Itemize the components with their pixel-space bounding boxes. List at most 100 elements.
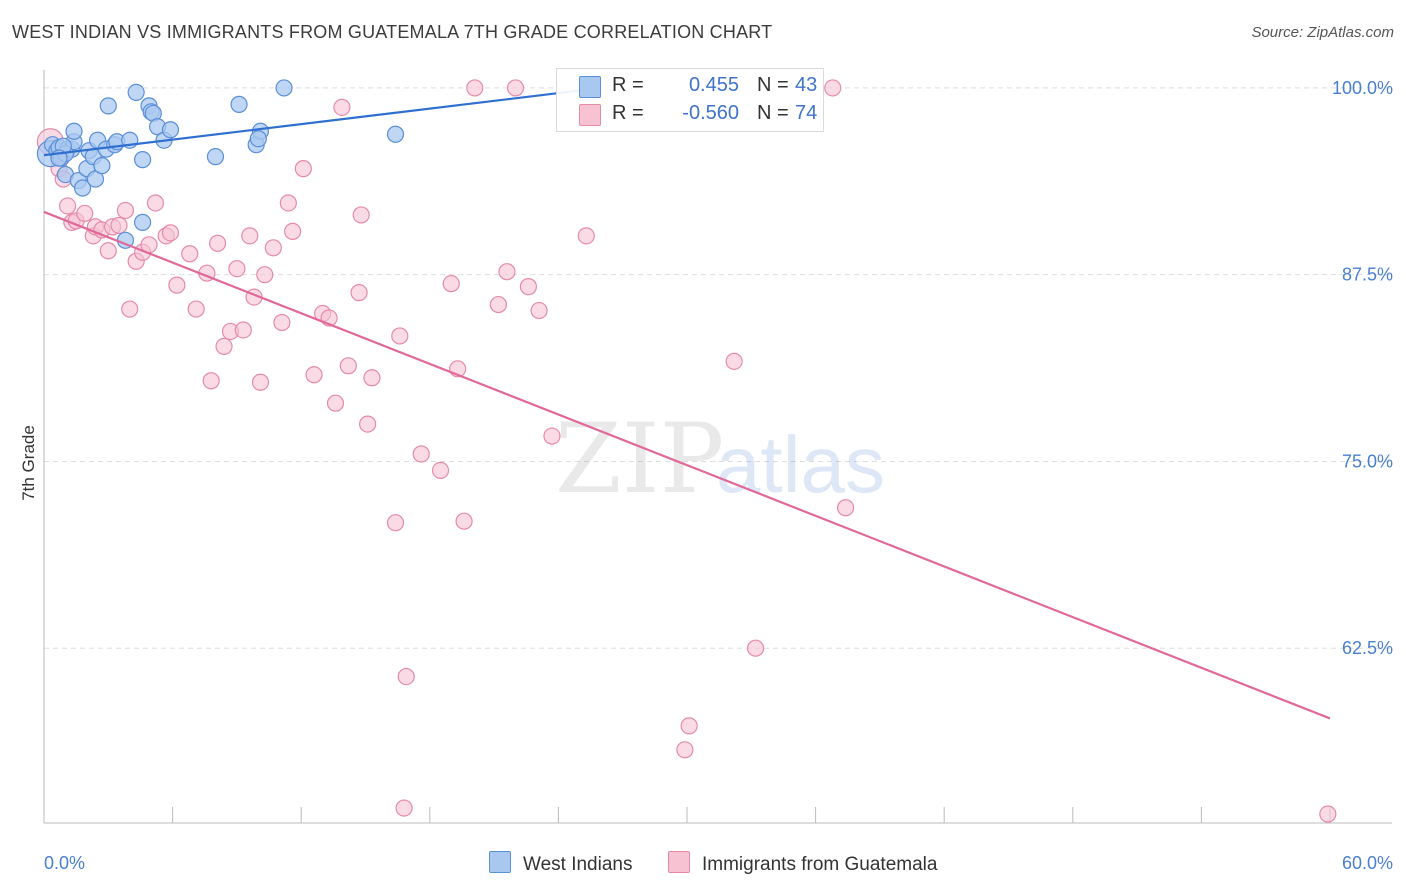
bottom-legend-guatemala: Immigrants from Guatemala xyxy=(668,851,937,876)
west-indian-point xyxy=(65,122,83,140)
bottom-legend-label: Immigrants from Guatemala xyxy=(702,854,938,875)
bottom-legend-west-indians: West Indians xyxy=(489,851,632,876)
guatemala-point xyxy=(241,227,259,245)
y-tick-label: 87.5% xyxy=(1342,265,1393,285)
tick-labels: 100.0% 87.5% 75.0% 62.5% 0.0% 60.0% xyxy=(44,78,1393,873)
legend-n-value: 74 xyxy=(795,102,818,124)
guatemala-point xyxy=(273,313,291,332)
guatemala-point xyxy=(352,206,370,224)
legend-r-value: -0.560 xyxy=(682,102,739,124)
guatemala-point xyxy=(279,194,297,212)
legend-r-label: R = xyxy=(612,74,644,96)
guatemala-point xyxy=(519,278,537,296)
guatemala-point xyxy=(431,461,450,480)
guatemala-point xyxy=(110,216,128,234)
guatemala-point xyxy=(187,300,205,318)
guatemala-point xyxy=(215,337,233,355)
guatemala-point xyxy=(543,427,561,445)
west-indian-point xyxy=(133,151,152,169)
guatemala-point xyxy=(202,372,220,390)
guatemala-point xyxy=(181,245,199,263)
watermark-zip: ZIP xyxy=(555,403,724,515)
bottom-legend-swatch-pink xyxy=(668,851,690,873)
guatemala-point xyxy=(58,197,77,215)
guatemala-point xyxy=(168,276,186,294)
west-indian-point xyxy=(275,79,293,97)
guatemala-point xyxy=(228,260,246,278)
y-tick-label: 100.0% xyxy=(1332,78,1393,98)
chart-title: WEST INDIAN VS IMMIGRANTS FROM GUATEMALA… xyxy=(12,22,773,42)
west-indian-point xyxy=(206,148,225,166)
west-indian-point xyxy=(99,97,117,115)
guatemala-point xyxy=(359,415,377,433)
legend-n-label: N = xyxy=(757,102,789,124)
legend-r-label: R = xyxy=(612,102,644,124)
trend-lines xyxy=(43,86,1331,720)
axes xyxy=(43,70,1392,824)
guatemala-point xyxy=(498,263,516,281)
guatemala-point xyxy=(506,79,525,97)
source-credit: Source: ZipAtlas.com xyxy=(1251,24,1394,41)
guatemala-point xyxy=(412,445,430,463)
correlation-legend: R = 0.455 N = 43 R = -0.560 N = 74 xyxy=(556,68,824,132)
west-indian-points xyxy=(36,79,405,249)
guatemala-point xyxy=(577,227,595,245)
guatemala-point xyxy=(725,352,743,370)
guatemala-point xyxy=(256,266,274,284)
guatemala-point xyxy=(264,239,282,257)
legend-n-value: 43 xyxy=(795,74,818,96)
guatemala-point xyxy=(442,275,460,293)
west-indian-point xyxy=(161,121,180,139)
legend-swatch-pink xyxy=(579,104,601,126)
west-indian-point xyxy=(73,179,92,197)
guatemala-point xyxy=(251,373,270,391)
guatemala-point xyxy=(350,284,368,302)
guatemala-point xyxy=(680,717,698,735)
guatemala-point xyxy=(305,366,323,384)
watermark-atlas: atlas xyxy=(716,420,885,509)
watermark: ZIP atlas xyxy=(555,403,885,515)
west-indian-trend-line xyxy=(43,86,602,157)
guatemala-point xyxy=(116,201,135,220)
guatemala-point xyxy=(294,160,312,178)
guatemala-point xyxy=(676,741,694,759)
grid-lines xyxy=(44,87,1392,649)
guatemala-point xyxy=(76,204,94,223)
guatemala-point xyxy=(234,321,252,339)
guatemala-point xyxy=(333,98,351,116)
west-indian-point xyxy=(386,125,405,143)
x-tick-label: 0.0% xyxy=(44,853,85,873)
legend-r-value: 0.455 xyxy=(688,74,739,96)
guatemala-point xyxy=(746,639,765,657)
y-tick-label: 75.0% xyxy=(1342,451,1393,471)
x-tick-label: 60.0% xyxy=(1342,853,1393,873)
legend-swatch-blue xyxy=(579,76,601,98)
west-indian-point xyxy=(230,95,248,113)
guatemala-point xyxy=(530,301,548,320)
guatemala-point xyxy=(455,512,473,530)
guatemala-point xyxy=(326,394,345,412)
guatemala-point xyxy=(837,499,855,517)
guatemala-point xyxy=(99,242,117,260)
west-indian-point xyxy=(127,83,145,102)
bottom-legend-swatch-blue xyxy=(489,851,511,873)
guatemala-point xyxy=(489,295,507,314)
guatemala-point xyxy=(824,79,842,97)
guatemala-point xyxy=(161,224,180,242)
y-tick-label: 62.5% xyxy=(1342,638,1393,658)
y-axis-label: 7th Grade xyxy=(19,425,38,501)
guatemala-point xyxy=(339,357,357,375)
guatemala-point xyxy=(121,300,139,318)
west-indian-point xyxy=(133,213,152,231)
guatemala-point xyxy=(395,799,413,817)
guatemala-point xyxy=(1319,805,1337,823)
legend-n-label: N = xyxy=(757,74,789,96)
guatemala-point xyxy=(386,514,405,532)
guatemala-point xyxy=(391,327,409,345)
guatemala-point xyxy=(209,234,227,252)
guatemala-point xyxy=(146,194,165,212)
guatemala-trend-line xyxy=(43,210,1331,720)
west-indian-point xyxy=(249,130,267,148)
bottom-legend-label: West Indians xyxy=(523,854,633,875)
